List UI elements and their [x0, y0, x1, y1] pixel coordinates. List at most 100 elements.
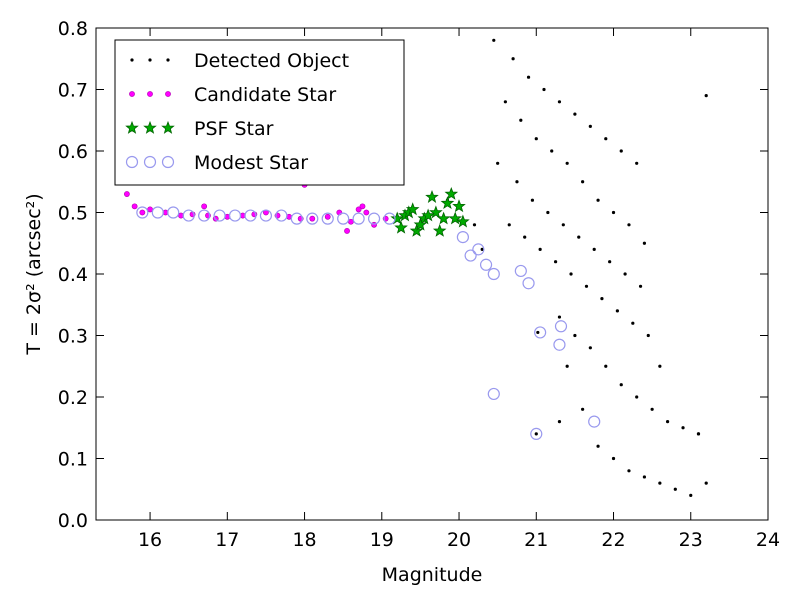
data-point [123, 191, 130, 197]
data-point [432, 223, 447, 237]
data-point [565, 364, 569, 368]
data-point [456, 231, 469, 244]
legend-marker [143, 155, 157, 169]
y-tick-label: 0.2 [58, 387, 88, 409]
data-point [390, 211, 404, 225]
data-point [573, 333, 577, 338]
y-tick-label: 0.5 [58, 203, 88, 225]
data-point [581, 180, 585, 184]
data-point [689, 493, 693, 497]
data-point [337, 212, 350, 225]
data-point [611, 210, 616, 215]
data-point [324, 213, 331, 220]
data-point [480, 247, 484, 251]
x-axis-label: Magnitude [382, 564, 483, 586]
data-point [139, 209, 146, 216]
data-point [596, 444, 600, 448]
data-point [554, 320, 568, 333]
data-point [503, 100, 507, 104]
data-point [530, 427, 543, 440]
series-candidate-star [123, 178, 389, 234]
data-point [352, 212, 365, 225]
data-point [592, 247, 596, 251]
data-point [588, 415, 601, 428]
data-point [642, 475, 647, 479]
data-point [681, 426, 685, 430]
data-point [538, 247, 542, 251]
legend-label: Detected Object [194, 50, 349, 72]
data-point [355, 206, 362, 213]
data-point [546, 210, 550, 215]
data-point [646, 333, 650, 338]
data-point [635, 395, 639, 399]
data-point [511, 57, 515, 61]
y-tick-label: 0.1 [58, 449, 88, 471]
data-point [519, 118, 523, 122]
data-point [198, 209, 211, 222]
data-point [553, 338, 566, 351]
data-point [550, 149, 554, 153]
data-point [290, 212, 303, 225]
legend-marker [130, 58, 134, 62]
data-point [472, 243, 485, 256]
data-point [619, 383, 623, 387]
x-tick-label: 16 [138, 529, 162, 551]
data-point [487, 387, 500, 401]
x-tick-label: 19 [370, 529, 394, 551]
data-point [479, 258, 493, 271]
data-point [405, 202, 420, 216]
y-tick-label: 0.4 [58, 264, 88, 286]
legend-label: Modest Star [194, 152, 308, 174]
data-point [136, 206, 149, 219]
data-point [604, 364, 608, 368]
data-point [627, 469, 631, 473]
data-point [182, 209, 195, 222]
data-point [444, 186, 459, 200]
data-point [383, 212, 396, 225]
data-point [596, 198, 600, 202]
data-point [642, 241, 647, 245]
data-point [665, 420, 670, 424]
legend-marker [161, 155, 175, 169]
data-point [704, 481, 708, 485]
data-point [394, 220, 408, 234]
data-point [588, 124, 592, 128]
data-point [534, 326, 547, 339]
x-tick-label: 22 [601, 529, 625, 551]
data-point [577, 235, 581, 239]
data-point [452, 199, 466, 213]
data-point [615, 309, 619, 313]
data-point [151, 206, 164, 219]
data-point [244, 209, 257, 222]
data-point [584, 284, 589, 288]
data-point [429, 205, 443, 219]
data-point [213, 209, 226, 222]
legend-marker [161, 120, 175, 134]
data-point [425, 189, 439, 203]
data-point [565, 161, 569, 165]
data-point [492, 38, 496, 42]
data-point [638, 284, 643, 288]
data-point [696, 432, 701, 436]
data-point [581, 407, 585, 411]
legend-label: Candidate Star [194, 84, 336, 106]
data-point [604, 137, 608, 141]
data-point [658, 481, 662, 485]
data-point [228, 209, 242, 222]
legend-marker [125, 120, 139, 134]
legend: Detected Object Candidate Star PSF Star Mod… [114, 39, 405, 186]
data-point [650, 407, 654, 411]
y-tick-label: 0.0 [58, 510, 88, 532]
data-point [635, 161, 639, 165]
series-detected-object [445, 38, 708, 497]
x-tick-label: 20 [447, 529, 471, 551]
data-point [344, 228, 350, 234]
data-point [440, 196, 455, 210]
y-tick-label: 0.6 [58, 141, 88, 163]
data-point [507, 223, 511, 227]
legend-marker [165, 91, 171, 97]
data-point [367, 212, 381, 225]
x-tick-label: 23 [679, 529, 703, 551]
data-point [600, 297, 604, 301]
data-point [704, 94, 708, 98]
